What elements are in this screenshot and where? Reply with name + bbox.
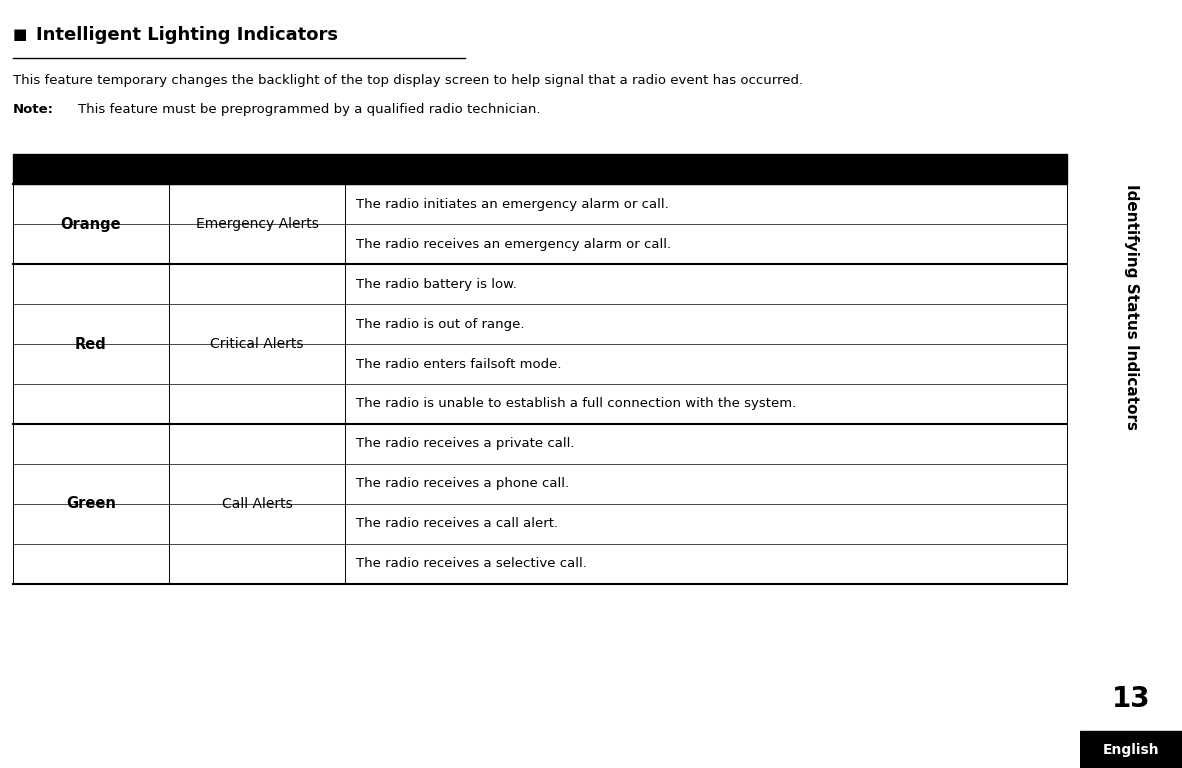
Text: This feature temporary changes the backlight of the top display screen to help s: This feature temporary changes the backl… [13,74,803,87]
Text: The radio initiates an emergency alarm or call.: The radio initiates an emergency alarm o… [356,198,669,210]
Text: Call Alerts: Call Alerts [222,497,292,511]
Text: Critical Alerts: Critical Alerts [210,337,304,351]
Text: Intelligent Lighting Indicators: Intelligent Lighting Indicators [35,25,338,44]
Text: The radio is out of range.: The radio is out of range. [356,318,525,330]
Text: Emergency Alerts: Emergency Alerts [196,217,318,231]
Text: This feature must be preprogrammed by a qualified radio technician.: This feature must be preprogrammed by a … [78,103,540,115]
Text: English: English [1103,743,1160,756]
Text: The radio enters failsoft mode.: The radio enters failsoft mode. [356,358,561,370]
Text: The radio receives a selective call.: The radio receives a selective call. [356,558,586,570]
Text: The radio receives a phone call.: The radio receives a phone call. [356,478,569,490]
Bar [13,154,1067,184]
Text: The radio receives a private call.: The radio receives a private call. [356,438,574,450]
Text: Note:: Note: [13,103,54,115]
Bar [1080,731,1182,768]
Text: Green: Green [66,496,116,511]
Text: The radio receives an emergency alarm or call.: The radio receives an emergency alarm or… [356,238,671,250]
Text: Identifying Status Indicators: Identifying Status Indicators [1124,184,1138,430]
Text: The radio battery is low.: The radio battery is low. [356,278,517,290]
Text: Red: Red [76,336,106,352]
Text: The radio is unable to establish a full connection with the system.: The radio is unable to establish a full … [356,398,797,410]
Text: ■: ■ [13,27,27,42]
Text: 13: 13 [1112,685,1150,713]
Text: Orange: Orange [60,217,122,232]
Text: The radio receives a call alert.: The radio receives a call alert. [356,518,558,530]
